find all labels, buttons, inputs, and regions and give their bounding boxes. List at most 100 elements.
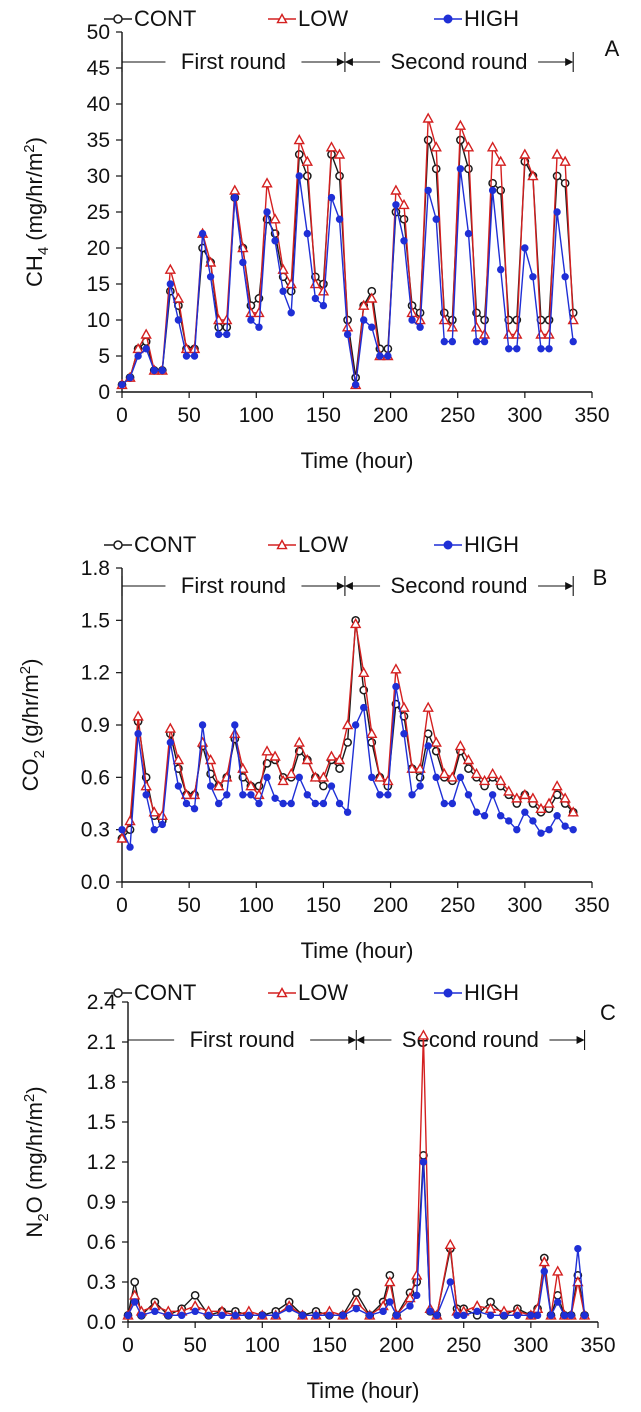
y-tick-label: 25 bbox=[87, 201, 110, 224]
panel-label: B bbox=[593, 565, 608, 590]
data-point-high bbox=[486, 1311, 495, 1320]
y-tick-label: 0.0 bbox=[87, 1311, 116, 1334]
series-high bbox=[118, 682, 577, 851]
first-round-label: First round bbox=[181, 573, 286, 598]
data-point-high bbox=[488, 791, 497, 799]
y-tick-label: 0.0 bbox=[81, 871, 110, 894]
data-point-high bbox=[272, 1311, 280, 1320]
data-point-low bbox=[309, 771, 322, 782]
data-point-low bbox=[551, 148, 563, 159]
data-point-high bbox=[178, 1311, 186, 1320]
data-point-low bbox=[511, 792, 523, 803]
data-point-low bbox=[148, 806, 160, 817]
legend-marker-low bbox=[276, 13, 288, 24]
data-point-cont bbox=[190, 1290, 200, 1300]
data-point-low bbox=[261, 177, 273, 188]
data-point-high bbox=[151, 1307, 159, 1316]
data-point-cont bbox=[552, 171, 562, 181]
data-point-high bbox=[527, 1311, 535, 1320]
data-point-high bbox=[580, 1311, 589, 1320]
second-round-label: Second round bbox=[391, 573, 528, 598]
data-point-cont bbox=[302, 171, 312, 181]
data-point-high bbox=[554, 1298, 562, 1306]
data-point-high bbox=[529, 273, 537, 281]
data-point-high bbox=[190, 352, 199, 360]
chart-panel-C: 0.0 0.3 0.6 0.9 1.2 1.5 1.8 2.1 2.4 0 50 100 150 200 2… bbox=[21, 980, 616, 1403]
data-point-high bbox=[440, 799, 448, 808]
y-tick-label: 1.2 bbox=[87, 1151, 116, 1174]
legend-label-low: LOW bbox=[298, 980, 348, 1005]
data-point-high bbox=[384, 791, 392, 799]
y-tick-label: 1.8 bbox=[87, 1071, 116, 1094]
data-point-low bbox=[543, 797, 555, 808]
data-point-high bbox=[142, 345, 150, 353]
data-point-high bbox=[198, 229, 207, 238]
data-point-high bbox=[440, 337, 448, 346]
y-axis-title-unit: (g/hr/m bbox=[18, 674, 43, 750]
data-point-cont bbox=[319, 781, 328, 791]
data-point-low bbox=[172, 292, 185, 303]
data-point-high bbox=[126, 373, 134, 382]
data-point-low bbox=[172, 753, 185, 765]
chart-panel-A: 0 5 10 15 20 25 30 35 40 45 50 0 50 100 150 200 250 300 35… bbox=[21, 6, 620, 473]
data-point-high bbox=[505, 345, 513, 353]
data-point-high bbox=[360, 316, 368, 324]
data-point-high bbox=[547, 1311, 555, 1320]
data-point-low bbox=[390, 663, 402, 674]
data-point-low bbox=[462, 141, 475, 152]
data-point-high bbox=[247, 791, 255, 799]
round-arrow bbox=[356, 1036, 365, 1044]
first-round-label: First round bbox=[190, 1027, 295, 1052]
legend-label-low: LOW bbox=[298, 532, 348, 557]
data-point-high bbox=[343, 808, 352, 816]
y-tick-label: 0.9 bbox=[87, 1191, 116, 1214]
data-point-low bbox=[503, 785, 515, 796]
data-point-low bbox=[325, 750, 338, 761]
x-tick-label: 200 bbox=[373, 404, 408, 427]
y-axis-title-main: CH bbox=[22, 255, 47, 287]
data-point-high bbox=[413, 1291, 421, 1300]
data-point-high bbox=[408, 791, 416, 799]
data-point-high bbox=[540, 1267, 548, 1276]
data-point-high bbox=[545, 345, 553, 353]
data-point-low bbox=[212, 780, 225, 791]
data-point-low bbox=[382, 774, 394, 786]
series-low bbox=[122, 1029, 591, 1320]
data-point-low bbox=[538, 1256, 550, 1267]
x-tick-label: 350 bbox=[574, 404, 609, 427]
data-point-low bbox=[374, 771, 386, 782]
data-point-low bbox=[132, 710, 144, 721]
series-line-high bbox=[121, 686, 574, 850]
data-point-high bbox=[166, 280, 175, 288]
y-tick-label: 35 bbox=[87, 129, 110, 152]
data-point-high bbox=[118, 381, 126, 389]
y-tick-label: 0 bbox=[98, 381, 110, 404]
data-point-high bbox=[118, 825, 126, 834]
data-point-high bbox=[339, 1311, 347, 1320]
data-point-high bbox=[158, 820, 166, 829]
data-point-high bbox=[263, 208, 271, 216]
data-point-high bbox=[553, 208, 561, 216]
data-point-high bbox=[446, 1278, 454, 1286]
data-point-high bbox=[327, 193, 336, 202]
data-point-low bbox=[398, 701, 410, 712]
data-point-high bbox=[223, 330, 231, 339]
data-point-low bbox=[333, 753, 346, 765]
data-point-high bbox=[386, 1298, 394, 1306]
data-point-low bbox=[417, 1029, 430, 1040]
data-point-low bbox=[269, 750, 281, 761]
data-point-high bbox=[456, 773, 465, 782]
legend-label-high: HIGH bbox=[464, 532, 519, 557]
round-arrow bbox=[344, 582, 353, 590]
data-point-high bbox=[561, 273, 569, 281]
data-point-low bbox=[349, 617, 362, 629]
data-point-high bbox=[287, 309, 295, 317]
data-point-high bbox=[553, 812, 561, 820]
data-point-high bbox=[460, 1311, 468, 1320]
data-point-high bbox=[496, 812, 505, 820]
x-tick-label: 250 bbox=[446, 1334, 481, 1357]
data-point-low bbox=[293, 736, 305, 747]
data-point-high bbox=[560, 1311, 569, 1320]
data-point-high bbox=[400, 730, 408, 738]
